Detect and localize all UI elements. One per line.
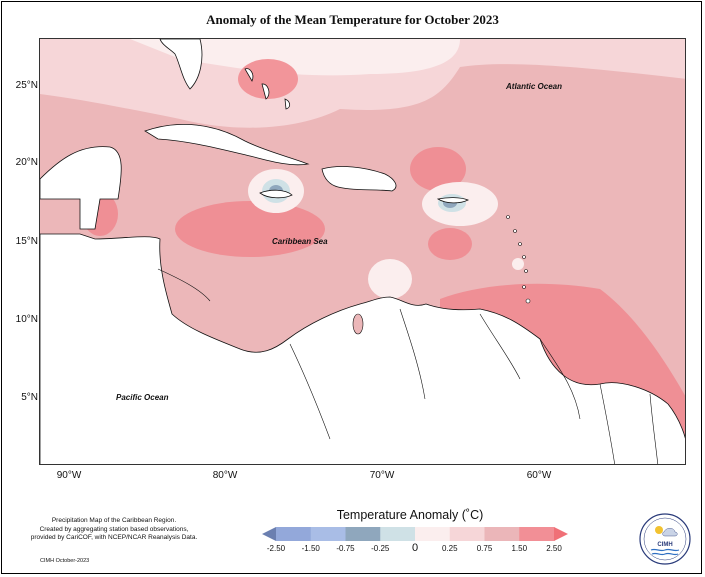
footnote: CIMH October-2023	[40, 558, 90, 564]
lat-label-20: 20°N	[15, 157, 38, 168]
legend-colorbar	[262, 527, 568, 541]
legend-swatch	[380, 527, 416, 541]
legend-tick-label: 0.25	[441, 544, 458, 553]
lat-label-5: 5°N	[21, 392, 38, 403]
credits-line-3: provided by CariCOF, with NCEP/NCAR Rean…	[30, 534, 198, 541]
land-masses	[40, 39, 685, 464]
anomaly-bahamas-warm	[238, 59, 298, 99]
legend-tick-label: 1.50	[511, 544, 528, 553]
anomaly-map	[39, 38, 686, 465]
legend-tick-label: 2.50	[546, 544, 562, 553]
legend-swatch	[345, 527, 381, 541]
legend-tick-label: -0.25	[371, 544, 390, 553]
caribbean-sea-label: Caribbean Sea	[272, 237, 328, 246]
legend-swatch-high-extend	[554, 527, 568, 541]
anomaly-hispaniola-warm	[410, 147, 466, 191]
legend-tick-label: -1.50	[301, 544, 320, 553]
credits: Precipitation Map of the Caribbean Regio…	[10, 517, 218, 543]
lake-maracaibo	[352, 313, 364, 335]
legend-tick-label: 0	[411, 542, 419, 554]
legend-swatch	[449, 527, 485, 541]
cimh-logo: CIMH	[639, 513, 691, 565]
legend-swatch	[519, 527, 555, 541]
lon-label-60: 60°W	[526, 470, 552, 481]
legend-tick-label: 0.75	[476, 544, 493, 553]
lon-label-90: 90°W	[56, 470, 82, 481]
legend-swatch	[484, 527, 520, 541]
legend-tick-label: -0.75	[336, 544, 355, 553]
anomaly-caribbean-warm	[175, 201, 325, 257]
lat-label-10: 10°N	[15, 314, 38, 325]
lon-label-80: 80°W	[212, 470, 238, 481]
legend-swatch-low-extend	[262, 527, 276, 541]
anomaly-venezuela-neutral	[368, 259, 412, 299]
map-svg	[40, 39, 685, 464]
map-title: Anomaly of the Mean Temperature for Octo…	[206, 12, 499, 27]
country-borders	[157, 268, 659, 464]
anomaly-central-warm	[428, 228, 472, 260]
credits-line-2: Created by aggregating station based obs…	[39, 525, 189, 533]
lat-label-15: 15°N	[15, 236, 38, 247]
legend-swatch	[310, 527, 346, 541]
atlantic-ocean-label: Atlantic Ocean	[506, 82, 563, 91]
legend-swatch	[415, 527, 451, 541]
lat-label-25: 25°N	[15, 80, 38, 91]
svg-text:CIMH: CIMH	[657, 542, 672, 548]
anomaly-lightest-north	[130, 39, 460, 76]
pacific-ocean-label: Pacific Ocean	[116, 393, 169, 402]
legend-tick-label: -2.50	[266, 544, 286, 553]
credits-line-1: Precipitation Map of the Caribbean Regio…	[51, 517, 177, 524]
legend-swatch	[276, 527, 312, 541]
legend-title: Temperature Anomaly (˚C)	[336, 508, 484, 522]
lon-label-70: 70°W	[369, 470, 395, 481]
anomaly-small-neutral	[512, 258, 524, 270]
lesser-antilles	[506, 215, 531, 304]
